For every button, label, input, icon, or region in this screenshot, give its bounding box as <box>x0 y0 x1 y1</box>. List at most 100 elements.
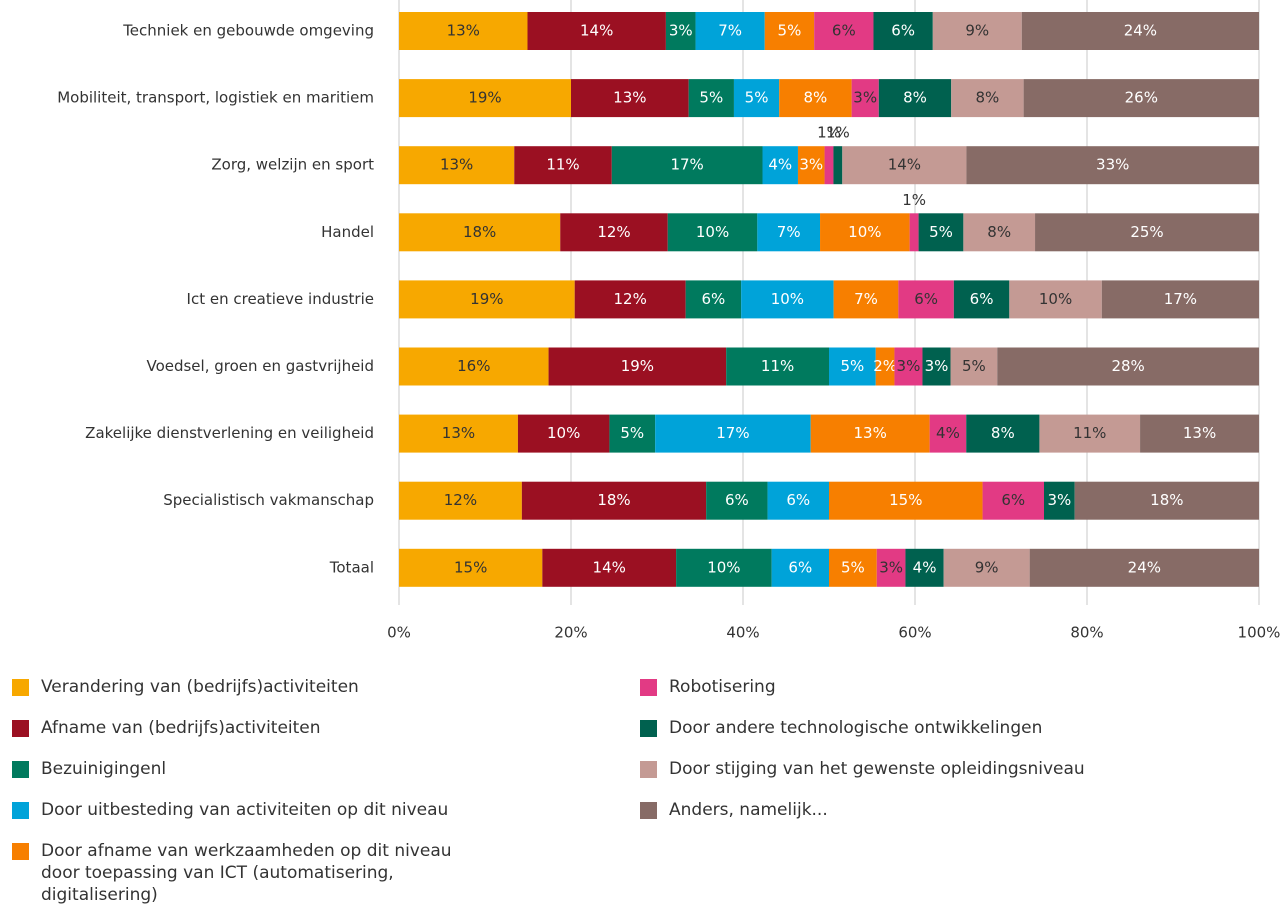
x-tick-label: 100% <box>1238 624 1281 642</box>
bar-segment <box>833 146 843 185</box>
legend-item: Afname van (bedrijfs)activiteiten <box>12 717 492 739</box>
legend-swatch <box>12 843 29 860</box>
data-label: 4% <box>913 558 937 576</box>
data-label: 12% <box>444 491 477 509</box>
data-label: 6% <box>970 290 994 308</box>
data-label: 7% <box>854 290 878 308</box>
bar-segment <box>527 12 666 50</box>
bar-segment <box>665 12 696 50</box>
data-label: 12% <box>614 290 647 308</box>
bar-segment <box>762 146 798 185</box>
data-label: 10% <box>696 223 729 241</box>
data-label: 3% <box>669 22 693 40</box>
data-label: 6% <box>891 22 915 40</box>
bar-segment <box>1044 481 1075 520</box>
data-label: 14% <box>593 558 626 576</box>
bar-segment <box>1035 213 1259 252</box>
bar-segment <box>399 481 522 520</box>
data-label: 5% <box>620 424 644 442</box>
legend-label: Anders, namelijk... <box>669 800 828 820</box>
legend-swatch <box>12 679 29 696</box>
bar-segment <box>706 481 768 520</box>
bar-segment <box>829 347 876 386</box>
bar-segment <box>733 79 780 118</box>
data-label: 6% <box>725 491 749 509</box>
x-tick-label: 80% <box>1070 624 1103 642</box>
legend-item: Door stijging van het gewenste opleiding… <box>640 758 1240 780</box>
data-label: 16% <box>457 357 490 375</box>
bar-segment <box>966 414 1040 453</box>
bar-segment <box>810 414 930 453</box>
data-label: 10% <box>707 558 740 576</box>
bar-segment <box>571 79 689 118</box>
bar-segment <box>771 548 829 587</box>
bar-segment <box>1009 280 1102 319</box>
bar-segment <box>741 280 834 319</box>
data-label: 33% <box>1096 156 1129 174</box>
bar-segment <box>878 79 952 118</box>
legend-item: Bezuinigingenl <box>12 758 492 780</box>
data-label: 9% <box>975 558 999 576</box>
data-label: 13% <box>613 89 646 107</box>
bar-segment <box>1029 548 1259 587</box>
x-tick-label: 0% <box>387 624 411 642</box>
bar-segment <box>560 213 668 252</box>
data-label: 2% <box>873 357 897 375</box>
data-label: 26% <box>1125 89 1158 107</box>
y-tick-label: Voedsel, groen en gastvrijheid <box>146 357 374 375</box>
data-label: 19% <box>470 290 503 308</box>
data-label: 6% <box>788 558 812 576</box>
data-label: 18% <box>463 223 496 241</box>
data-label: 3% <box>879 558 903 576</box>
bar-segment <box>943 548 1030 587</box>
y-tick-label: Totaal <box>329 558 374 576</box>
bar-segment <box>1039 414 1141 453</box>
bar-segment <box>824 146 834 185</box>
data-label: 17% <box>716 424 749 442</box>
legend-item: Anders, namelijk... <box>640 799 1240 821</box>
data-label: 8% <box>903 89 927 107</box>
bar-segment <box>667 213 758 252</box>
bar-segment <box>894 347 923 386</box>
bar-segment <box>963 213 1036 252</box>
data-label: 18% <box>1150 491 1183 509</box>
bar-segment <box>1101 280 1259 319</box>
data-label: 1% <box>826 124 850 142</box>
data-label: 1% <box>817 124 841 142</box>
data-label: 4% <box>768 156 792 174</box>
data-label: 8% <box>804 89 828 107</box>
legend-item: Door afname van werkzaamheden op dit niv… <box>12 840 492 906</box>
bar-segment <box>873 12 933 50</box>
data-label: 7% <box>777 223 801 241</box>
data-label: 28% <box>1111 357 1144 375</box>
bar-segment <box>399 213 561 252</box>
bar-segment <box>726 347 829 386</box>
legend-item: Door uitbesteding van activiteiten op di… <box>12 799 492 821</box>
bar-segment <box>399 347 549 386</box>
bar-segment <box>950 347 998 386</box>
data-label: 1% <box>902 191 926 209</box>
data-label: 25% <box>1130 223 1163 241</box>
bar-segment <box>1074 481 1259 520</box>
data-label: 19% <box>468 89 501 107</box>
x-tick-label: 20% <box>554 624 587 642</box>
legend-swatch <box>12 802 29 819</box>
data-label: 6% <box>786 491 810 509</box>
data-label: 17% <box>1164 290 1197 308</box>
data-label: 7% <box>718 22 742 40</box>
bar-segment <box>829 548 877 587</box>
bar-segment <box>611 146 763 185</box>
data-label: 24% <box>1128 558 1161 576</box>
data-label: 5% <box>841 558 865 576</box>
bar-segment <box>953 280 1010 319</box>
legend-swatch <box>640 679 657 696</box>
data-label: 3% <box>925 357 949 375</box>
data-label: 11% <box>761 357 794 375</box>
legend-label: Verandering van (bedrijfs)activiteiten <box>41 677 359 697</box>
bar-segment <box>966 146 1259 185</box>
data-label: 10% <box>771 290 804 308</box>
data-label: 10% <box>1039 290 1072 308</box>
legend-swatch <box>640 802 657 819</box>
data-label: 10% <box>547 424 580 442</box>
y-tick-label: Mobiliteit, transport, logistiek en mari… <box>57 89 374 107</box>
